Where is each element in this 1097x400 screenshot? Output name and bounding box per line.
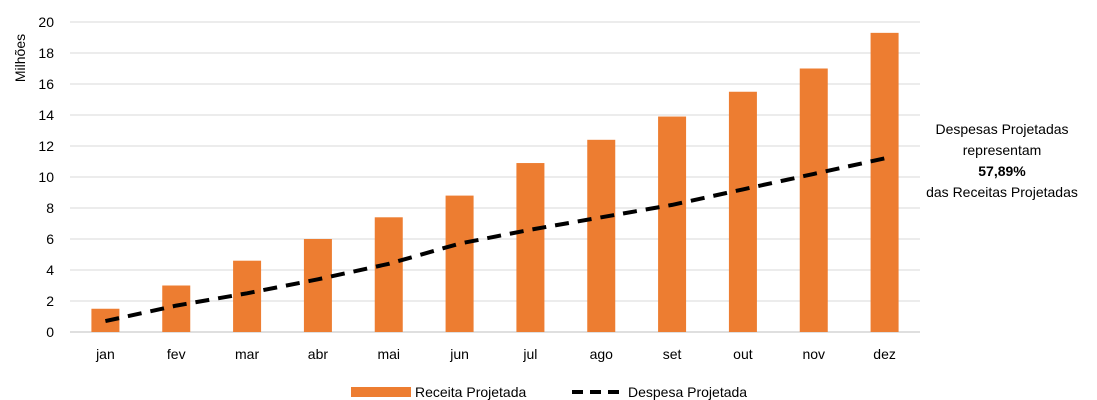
- y-tick-label: 12: [38, 138, 54, 154]
- y-tick-label: 14: [38, 107, 54, 123]
- x-tick-label: abr: [308, 346, 329, 362]
- y-axis-ticks: 0 2 4 6 8 10 12 14 16 18 20: [38, 14, 54, 340]
- y-tick-label: 0: [46, 324, 54, 340]
- annotation-percent: 57,89%: [978, 163, 1026, 179]
- y-tick-label: 8: [46, 200, 54, 216]
- y-tick-label: 18: [38, 45, 54, 61]
- legend-label-receita: Receita Projetada: [415, 384, 527, 400]
- annotation-box: Despesas Projetadas representam 57,89% d…: [912, 119, 1092, 203]
- y-axis-label: Milhões: [12, 34, 28, 82]
- annotation-line-3: das Receitas Projetadas: [926, 184, 1078, 200]
- annotation-line-2: representam: [962, 142, 1042, 158]
- x-tick-label: fev: [167, 346, 186, 362]
- bar: [374, 217, 403, 332]
- legend-swatch-receita: [351, 387, 411, 397]
- bar-series: [91, 32, 899, 332]
- y-tick-label: 10: [38, 169, 54, 185]
- bar: [303, 239, 332, 332]
- gridlines: [70, 21, 920, 333]
- x-tick-label: nov: [802, 346, 825, 362]
- x-axis-ticks: jan fev mar abr mai jun jul ago set out nov dez: [95, 346, 896, 362]
- bar: [870, 32, 899, 332]
- x-tick-label: set: [663, 346, 682, 362]
- bar: [728, 91, 757, 332]
- bar: [799, 68, 828, 332]
- x-tick-label: dez: [873, 346, 896, 362]
- x-tick-label: mar: [235, 346, 259, 362]
- y-tick-label: 2: [46, 293, 54, 309]
- x-tick-label: ago: [590, 346, 614, 362]
- y-tick-label: 6: [46, 231, 54, 247]
- y-tick-label: 16: [38, 76, 54, 92]
- bar: [162, 285, 191, 332]
- bar: [445, 195, 474, 332]
- bar: [233, 260, 262, 332]
- legend-label-despesa: Despesa Projetada: [628, 384, 747, 400]
- bar: [587, 139, 616, 332]
- despesa-line: [104, 156, 886, 324]
- x-tick-label: jul: [522, 346, 537, 362]
- bar: [516, 163, 545, 332]
- x-tick-label: jun: [449, 346, 469, 362]
- annotation-line-1: Despesas Projetadas: [935, 121, 1069, 137]
- x-tick-label: out: [733, 346, 753, 362]
- y-tick-label: 4: [46, 262, 54, 278]
- x-tick-label: jan: [95, 346, 115, 362]
- legend: Receita Projetada Despesa Projetada: [351, 384, 747, 400]
- x-tick-label: mai: [377, 346, 400, 362]
- line-series: [104, 156, 886, 324]
- bar: [658, 116, 687, 332]
- y-tick-label: 20: [38, 14, 54, 30]
